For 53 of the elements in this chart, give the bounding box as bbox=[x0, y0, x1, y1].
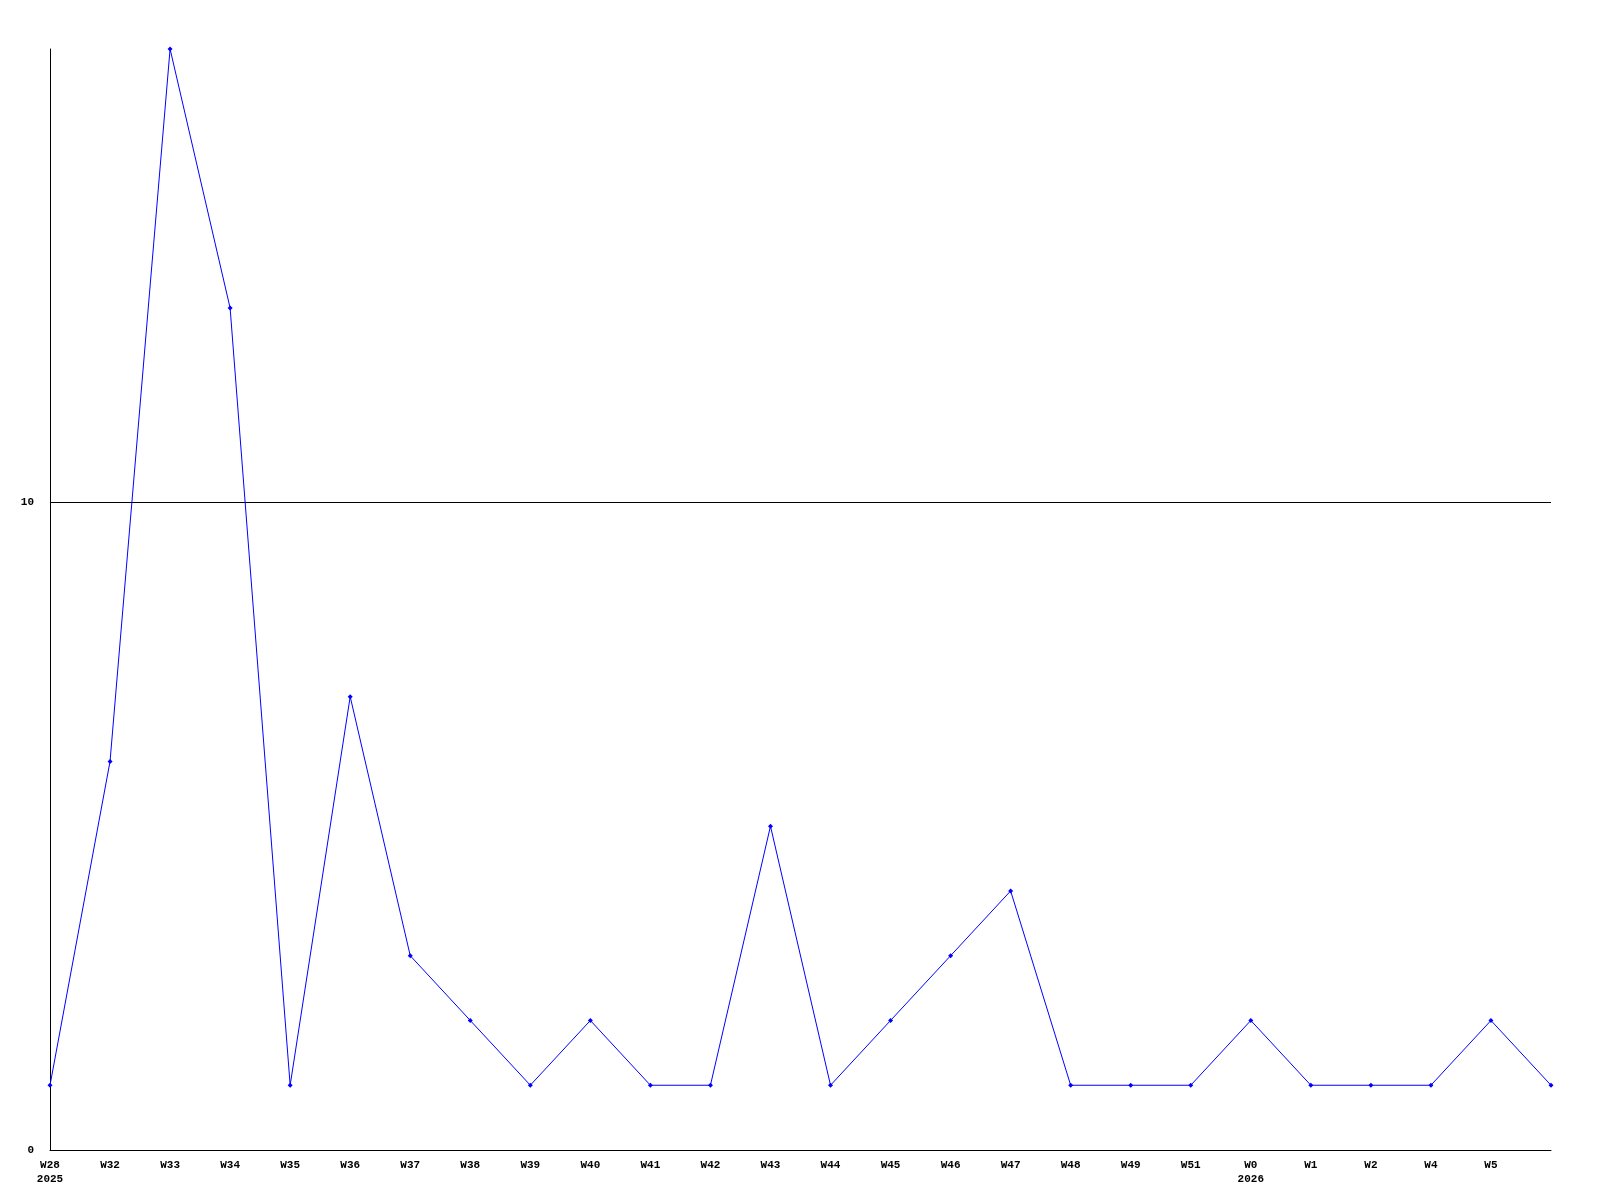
x-tick-label: W51 bbox=[1180, 1159, 1202, 1171]
point bbox=[888, 1017, 894, 1023]
x-tick-label: W44 bbox=[820, 1159, 841, 1171]
point bbox=[287, 1082, 293, 1088]
point bbox=[407, 953, 413, 959]
x-tick-label: W33 bbox=[160, 1159, 181, 1171]
x-tick-label: W38 bbox=[460, 1159, 481, 1171]
point bbox=[527, 1082, 533, 1088]
x-tick-label: W1 bbox=[1304, 1159, 1318, 1171]
y-tick-label: 10 bbox=[20, 496, 34, 509]
x-tick-label: W40 bbox=[580, 1159, 601, 1171]
x-tick-label: W48 bbox=[1060, 1159, 1081, 1171]
point bbox=[1368, 1082, 1374, 1088]
x-tick-label: W39 bbox=[520, 1159, 541, 1171]
x-tick-label: W45 bbox=[880, 1159, 901, 1171]
x-tick-label: W46 bbox=[940, 1159, 961, 1171]
y-tick-label: 0 bbox=[27, 1144, 34, 1156]
x-tick-label: W36 bbox=[340, 1159, 361, 1171]
point bbox=[1008, 888, 1014, 894]
point bbox=[347, 694, 353, 700]
x-tick-label: W4 bbox=[1424, 1159, 1438, 1171]
point bbox=[1308, 1082, 1314, 1088]
x-tick-label: W41 bbox=[640, 1159, 661, 1171]
point bbox=[227, 305, 233, 311]
point bbox=[467, 1017, 473, 1023]
x-tick-label: W0 2026 bbox=[1237, 1159, 1264, 1185]
x-tick-label: W5 bbox=[1484, 1159, 1498, 1171]
x-tick-label: W2 bbox=[1364, 1159, 1378, 1171]
point bbox=[1188, 1082, 1194, 1088]
point bbox=[47, 1082, 53, 1088]
point bbox=[167, 46, 173, 52]
point bbox=[1248, 1017, 1254, 1023]
x-tick-label: W42 bbox=[700, 1159, 721, 1171]
x-tick-label: W35 bbox=[280, 1159, 301, 1171]
x-tick-label: W37 bbox=[400, 1159, 421, 1171]
x-tick-label: W32 bbox=[100, 1159, 120, 1171]
point bbox=[828, 1082, 834, 1088]
point bbox=[1068, 1082, 1074, 1088]
point bbox=[1488, 1017, 1494, 1023]
point bbox=[767, 823, 773, 829]
point bbox=[107, 758, 113, 764]
point bbox=[1428, 1082, 1434, 1088]
point bbox=[707, 1082, 713, 1088]
x-tick-label: W43 bbox=[760, 1159, 781, 1171]
x-tick-label: W47 bbox=[1000, 1159, 1021, 1171]
point bbox=[647, 1082, 653, 1088]
x-tick-label: W28 2025 bbox=[36, 1159, 64, 1185]
point bbox=[1128, 1082, 1134, 1088]
x-tick-label: W49 bbox=[1120, 1159, 1141, 1171]
point bbox=[1548, 1082, 1554, 1088]
point bbox=[948, 953, 954, 959]
point bbox=[587, 1017, 593, 1023]
x-tick-label: W34 bbox=[220, 1159, 241, 1171]
